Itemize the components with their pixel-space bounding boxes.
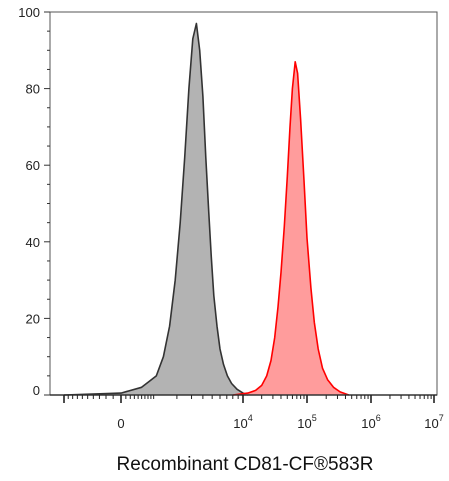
series-1-fill bbox=[232, 61, 349, 396]
y-tick-label: 80 bbox=[26, 82, 40, 97]
y-tick-label: 60 bbox=[26, 158, 40, 173]
x-tick-label: 106 bbox=[361, 413, 380, 431]
plot-frame bbox=[49, 11, 438, 396]
y-axis: 0 20 40 60 80 100 bbox=[18, 5, 50, 398]
x-tick-label: 105 bbox=[297, 413, 316, 431]
y-tick-label: 100 bbox=[18, 5, 40, 20]
y-tick-label: 40 bbox=[26, 235, 40, 250]
series-0-line bbox=[63, 22, 249, 396]
series-layer bbox=[50, 22, 437, 396]
x-axis-label: Recombinant CD81-CF®583R bbox=[117, 454, 374, 475]
x-tick-label: 107 bbox=[424, 413, 443, 431]
series-0-fill bbox=[64, 23, 248, 395]
x-axis: 0 104 105 106 107 bbox=[63, 395, 444, 431]
x-tick-label: 104 bbox=[233, 413, 252, 431]
x-tick-label: 0 bbox=[117, 416, 124, 431]
y-tick-label: 20 bbox=[26, 311, 40, 326]
series-1-line bbox=[232, 61, 350, 396]
plot-area-border bbox=[49, 11, 438, 396]
y-tick-label: 0 bbox=[33, 383, 40, 398]
